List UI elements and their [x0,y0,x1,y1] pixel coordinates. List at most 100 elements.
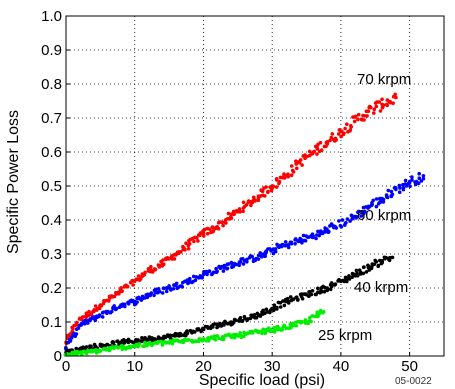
data-point [352,272,357,277]
data-point [98,344,103,348]
data-point [226,211,231,216]
data-point [291,297,296,302]
data-point [217,336,221,341]
data-point [94,348,98,352]
data-point [116,290,120,295]
data-point [75,320,79,325]
data-point [143,270,147,275]
data-point [149,291,154,295]
data-point [394,187,398,192]
data-point [149,264,153,269]
data-point [220,220,224,225]
data-point [168,333,173,338]
data-point [304,320,309,324]
data-point [77,347,82,352]
data-point [322,289,327,294]
data-point [132,344,137,348]
data-point [323,230,328,234]
data-point [253,199,257,203]
data-point [215,225,219,229]
data-point [256,194,261,198]
data-point [380,106,385,110]
data-point [223,333,228,338]
y-tick-label: 0.5 [41,178,62,195]
data-point [241,262,246,266]
y-axis-label: Specific Power Loss [5,110,22,254]
data-point [362,114,367,118]
data-point [229,260,234,265]
data-point [237,207,242,211]
data-point [390,192,395,197]
data-point [299,292,304,296]
series-25-krpm [63,308,326,357]
data-point [333,282,338,286]
data-point [378,200,382,204]
data-point [270,184,275,188]
data-point [348,128,353,132]
data-point [377,100,382,104]
data-point [227,262,231,266]
data-point [284,174,288,178]
data-point [67,333,72,338]
x-tick-label: 0 [62,358,70,375]
data-point [280,242,285,247]
data-point [354,114,358,119]
data-point [214,270,219,275]
data-point [153,337,157,342]
data-point [277,181,281,186]
data-point [132,299,137,304]
data-point [221,337,226,342]
data-point [98,303,103,307]
data-point [289,164,294,168]
data-point [87,309,91,314]
data-point [77,316,82,321]
data-point [179,250,183,254]
data-point [184,241,188,245]
data-point [143,336,147,340]
data-point [287,299,291,304]
data-point [179,333,183,338]
data-point [252,313,257,317]
data-point [249,203,253,208]
data-point [369,266,374,271]
data-point [295,166,299,171]
data-point [297,160,302,164]
data-point [264,307,269,312]
data-point [196,239,200,243]
data-point [119,286,123,290]
data-point [74,332,79,336]
data-point [284,299,288,304]
data-point [416,181,421,185]
data-point [214,266,218,271]
data-point [403,178,408,183]
data-point [380,197,384,202]
data-point [315,313,319,318]
data-point [250,254,254,259]
data-point [236,333,240,338]
data-point [248,316,253,321]
data-point [251,330,255,335]
data-point [283,240,288,244]
data-point [109,294,114,298]
data-point [275,305,279,310]
data-point [86,321,90,325]
data-point [156,287,161,291]
data-point [369,105,373,110]
data-point [364,270,369,274]
data-point [300,320,304,324]
data-point [347,274,351,278]
y-tick-label: 0.6 [41,144,62,161]
data-point [152,293,156,298]
data-point [195,236,199,240]
data-point [231,320,236,325]
data-point [196,328,200,332]
data-point [131,283,135,287]
data-point [146,293,151,297]
data-point [316,229,320,234]
data-point [146,269,151,273]
data-point [385,103,390,108]
data-point [278,305,283,309]
data-point [200,276,204,280]
data-point [258,251,263,255]
data-point [390,255,395,260]
